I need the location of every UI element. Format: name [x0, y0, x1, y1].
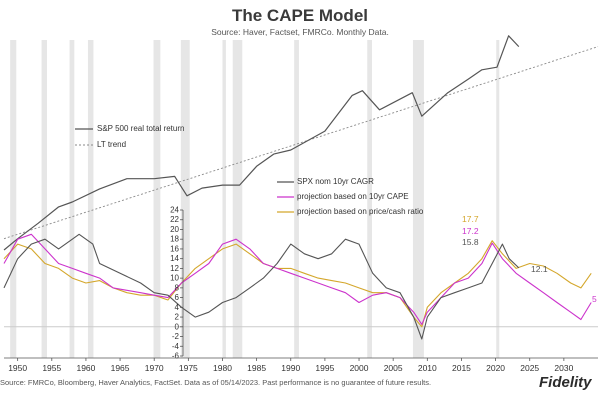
y-tick-label-18: 18 — [170, 235, 179, 244]
recession-band-9 — [367, 40, 373, 358]
y-tick-label-4: 4 — [175, 303, 180, 312]
recession-band-7 — [232, 40, 243, 358]
y-tick-label--6: -6 — [172, 352, 180, 361]
y-tick-label-20: 20 — [170, 225, 179, 234]
series-price-cash-projection — [3, 240, 592, 328]
legend-label-cape: projection based on 10yr CAPE — [297, 192, 409, 201]
legend-label-price-cash: projection based on price/cash ratio — [297, 207, 424, 216]
recession-band-5 — [180, 40, 190, 358]
y-tick-label-22: 22 — [170, 215, 179, 224]
x-tick-label-2030: 2030 — [554, 363, 573, 373]
fidelity-logo: Fidelity — [539, 374, 592, 391]
y-tick-label-24: 24 — [170, 206, 179, 215]
y-tick-label--2: -2 — [172, 332, 180, 341]
chart-title: The CAPE Model — [231, 6, 368, 25]
lower-panel — [3, 233, 592, 340]
recession-bands — [10, 40, 500, 358]
x-tick-label-2010: 2010 — [418, 363, 437, 373]
series-cape-projection — [3, 233, 592, 325]
x-tick-label-1965: 1965 — [111, 363, 130, 373]
x-tick-label-1980: 1980 — [213, 363, 232, 373]
x-tick-label-1950: 1950 — [8, 363, 27, 373]
series-spx-10yr-cagr — [3, 233, 520, 340]
y-tick-label-10: 10 — [170, 274, 179, 283]
series-lt-trend — [3, 46, 599, 240]
x-tick-label-1975: 1975 — [179, 363, 198, 373]
y-tick-label-6: 6 — [175, 293, 180, 302]
x-tick-label-2005: 2005 — [384, 363, 403, 373]
legend-label-lt-trend: LT trend — [97, 140, 127, 149]
x-tick-label-2020: 2020 — [486, 363, 505, 373]
y-tick-label-0: 0 — [175, 322, 180, 331]
legend-swatches — [75, 128, 294, 213]
recession-band-0 — [10, 40, 17, 358]
y-tick-label-14: 14 — [170, 254, 179, 263]
x-tick-label-1970: 1970 — [145, 363, 164, 373]
x-tick-label-1995: 1995 — [315, 363, 334, 373]
series-spx-real-total-return — [3, 35, 520, 251]
y-tick-label-12: 12 — [170, 264, 179, 273]
legend-label-spx-real: S&P 500 real total return — [97, 124, 185, 133]
annotation-label-3: 12.1 — [531, 264, 548, 274]
y-tick-label--4: -4 — [172, 342, 180, 351]
x-tick-label-1990: 1990 — [281, 363, 300, 373]
recession-band-11 — [496, 40, 500, 358]
recession-band-2 — [69, 40, 75, 358]
recession-band-1 — [41, 40, 48, 358]
annotation-label-4: 5 — [592, 294, 597, 304]
recession-band-3 — [87, 40, 94, 358]
upper-panel — [3, 35, 599, 251]
legend-label-spx-cagr: SPX nom 10yr CAGR — [297, 177, 374, 186]
annotation-label-1: 17.2 — [462, 226, 479, 236]
recession-band-8 — [294, 40, 299, 358]
x-tick-label-2025: 2025 — [520, 363, 539, 373]
x-tick-label-2000: 2000 — [350, 363, 369, 373]
x-tick-label-1985: 1985 — [247, 363, 266, 373]
y-tick-label-2: 2 — [175, 313, 180, 322]
x-tick-label-1955: 1955 — [42, 363, 61, 373]
recession-band-10 — [412, 40, 424, 358]
x-tick-label-1960: 1960 — [76, 363, 95, 373]
annotation-label-2: 15.8 — [462, 237, 479, 247]
annotation-label-0: 17.7 — [462, 214, 479, 224]
x-tick-label-2015: 2015 — [452, 363, 471, 373]
recession-band-4 — [153, 40, 161, 358]
y-tick-label-8: 8 — [175, 283, 180, 292]
footer-source: Source: FMRCo, Bloomberg, Haver Analytic… — [0, 378, 432, 387]
y-tick-label-16: 16 — [170, 244, 179, 253]
recession-band-6 — [222, 40, 226, 358]
chart-subtitle: Source: Haver, Factset, FMRCo. Monthly D… — [211, 27, 389, 37]
